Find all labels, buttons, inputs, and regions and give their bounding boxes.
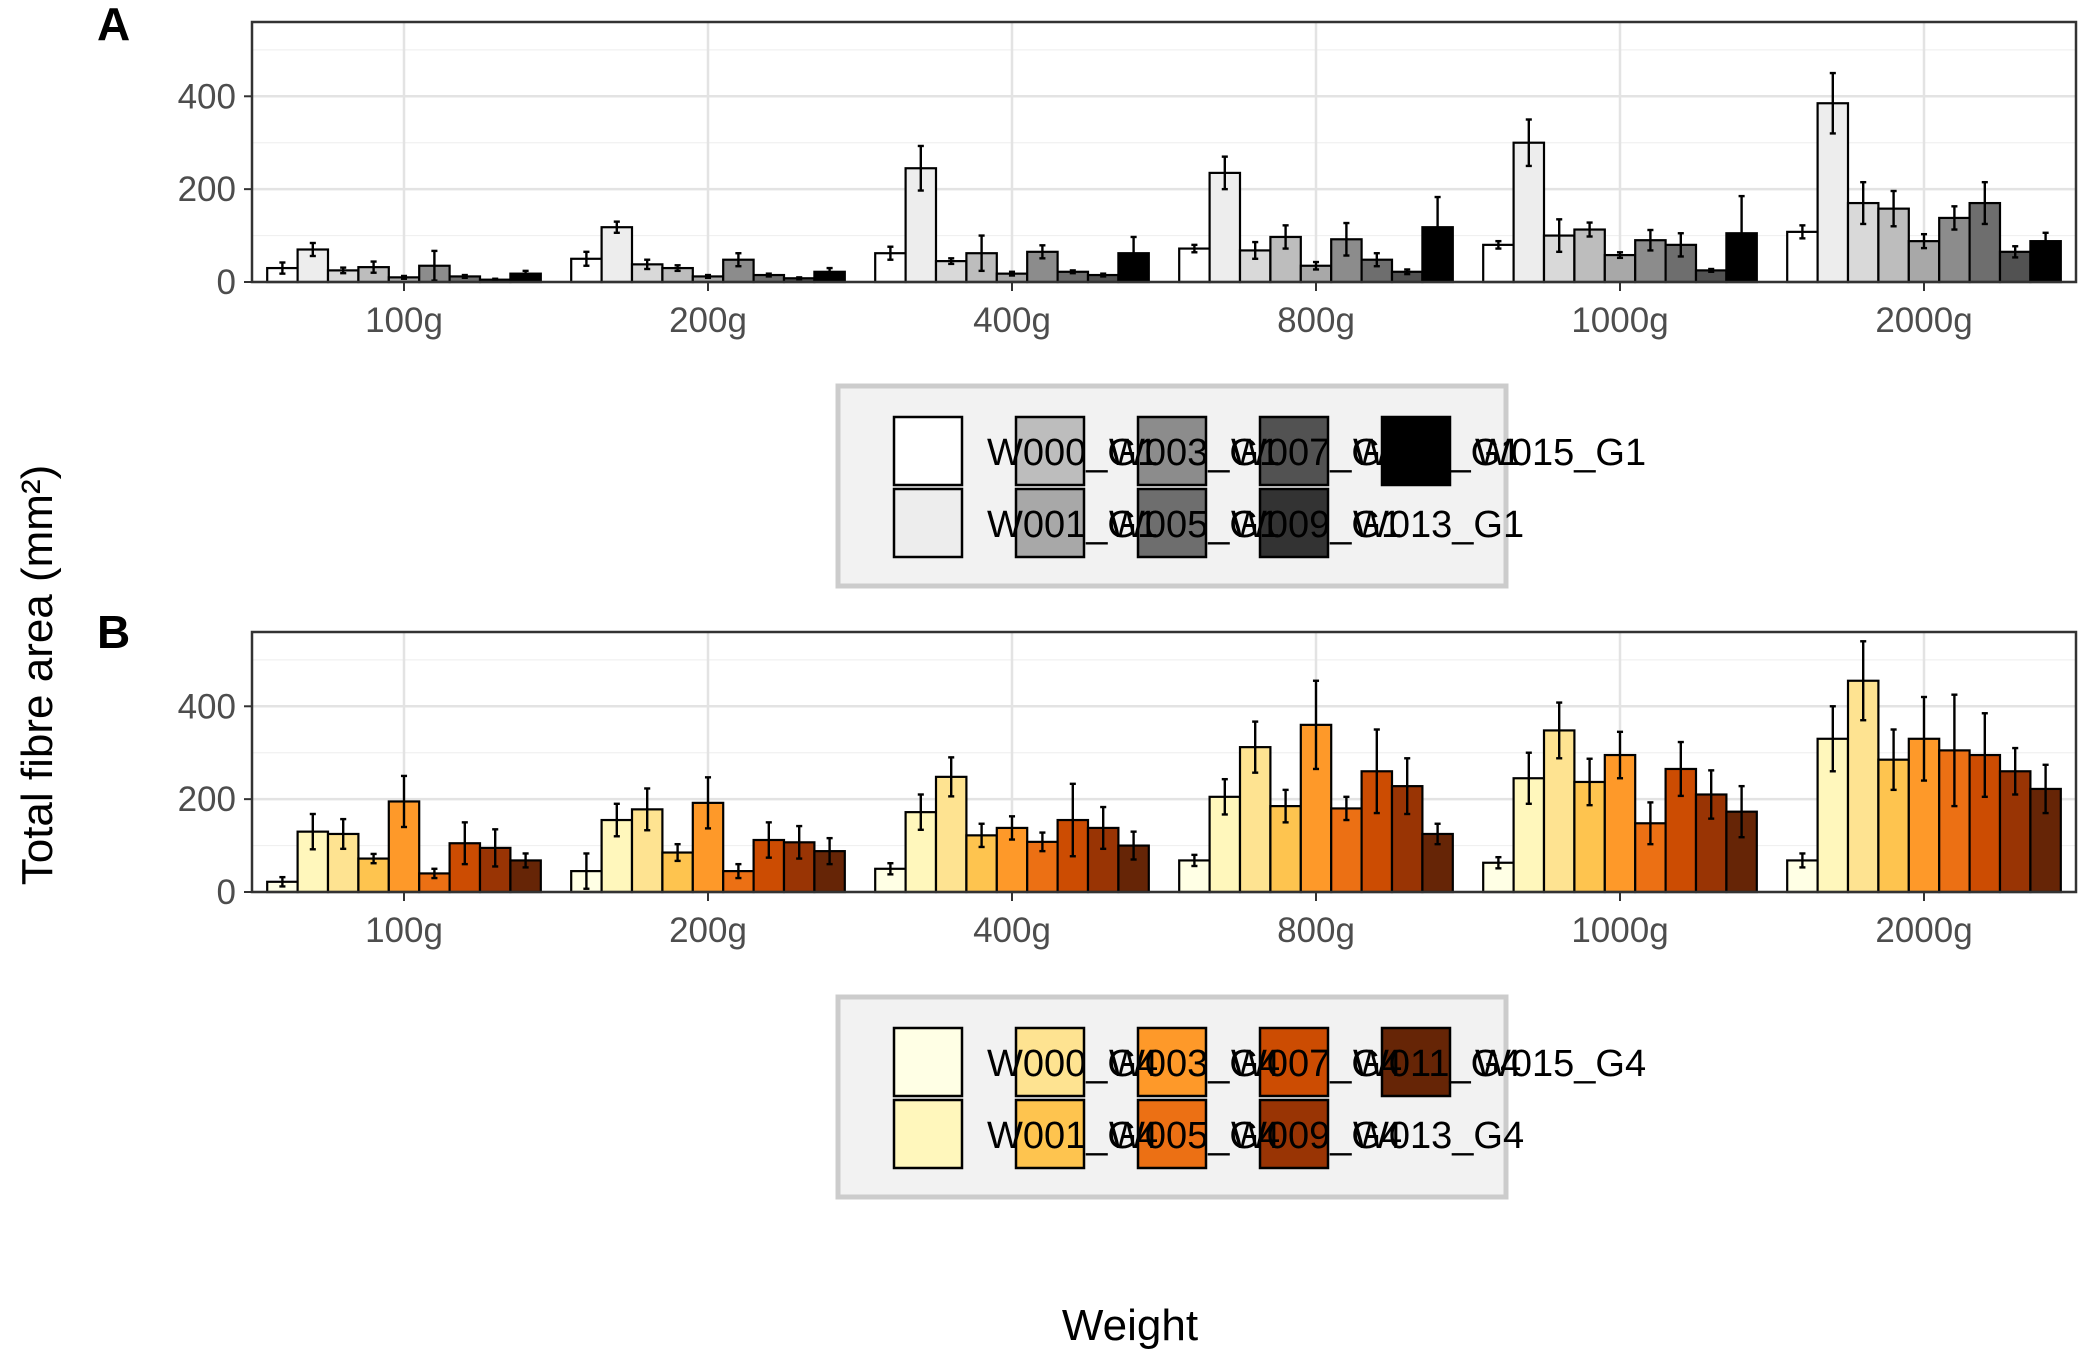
legend-label: W005_G1 bbox=[1109, 504, 1280, 546]
legend-label: W007_G1 bbox=[1231, 432, 1402, 474]
x-tick-label: 800g bbox=[1277, 301, 1355, 340]
legend-swatch bbox=[1014, 1098, 1086, 1170]
x-tick-label: 1000g bbox=[1571, 301, 1668, 340]
x-tick-label: 2000g bbox=[1875, 301, 1972, 340]
legend-swatch bbox=[1258, 415, 1330, 487]
x-tick-label: 400g bbox=[973, 911, 1051, 950]
legend-label: W005_G4 bbox=[1109, 1115, 1280, 1157]
legend-swatch bbox=[892, 487, 964, 559]
legend-label: W011_G4 bbox=[1353, 1043, 1521, 1085]
legend-b: W000_G4 W001_G4 W003_G4W007_G4W011_G4W015_… bbox=[835, 994, 1646, 1200]
bar bbox=[1603, 253, 1637, 284]
bar bbox=[296, 248, 330, 284]
legend-swatch bbox=[1014, 415, 1086, 487]
panel-border bbox=[250, 630, 2078, 894]
y-tick-label: 400 bbox=[178, 77, 236, 116]
plot-background bbox=[252, 22, 2076, 282]
legend-label: W003_G4 bbox=[1109, 1043, 1280, 1085]
legend-label: W007_G4 bbox=[1231, 1043, 1402, 1085]
legend-label: W001_G1 bbox=[987, 504, 1158, 546]
x-tick-label: 400g bbox=[973, 301, 1051, 340]
legend-swatch bbox=[1380, 415, 1452, 487]
legend-swatch bbox=[1014, 1026, 1086, 1098]
legend-label: W015_G4 bbox=[1475, 1043, 1646, 1085]
panel-label-b: B bbox=[97, 606, 130, 658]
bar bbox=[1786, 230, 1819, 284]
panel-label-a: A bbox=[97, 0, 130, 50]
x-tick-label: 1000g bbox=[1571, 911, 1668, 950]
bar bbox=[1178, 247, 1211, 284]
x-tick-label: 200g bbox=[669, 301, 747, 340]
legend-label: W013_G4 bbox=[1353, 1115, 1524, 1157]
legend-label: W001_G4 bbox=[987, 1115, 1158, 1157]
legend-swatch bbox=[1258, 1026, 1330, 1098]
chart-panel-a: 0 200 400 100g 200g 400g 800g 1000g 2000g bbox=[178, 20, 2078, 340]
panel-border bbox=[250, 20, 2078, 284]
legend-swatch bbox=[1136, 415, 1208, 487]
y-axis-title: Total fibre area (mm²) bbox=[13, 465, 62, 886]
legend-a: W000_G1 W001_G1 W003_G1W007_G1W011_G1W015_… bbox=[835, 383, 1646, 589]
bar bbox=[1482, 243, 1515, 284]
legend-label: W000_G1 bbox=[987, 432, 1158, 474]
y-tick-label: 200 bbox=[178, 170, 236, 209]
legend-label: W011_G1 bbox=[1353, 432, 1521, 474]
legend-swatch bbox=[1014, 487, 1086, 559]
bar bbox=[1573, 228, 1606, 284]
legend-swatch bbox=[1258, 487, 1330, 559]
bar bbox=[600, 226, 634, 284]
plot-background bbox=[252, 632, 2076, 892]
legend-label: W009_G4 bbox=[1231, 1115, 1402, 1157]
x-tick-label: 100g bbox=[365, 911, 443, 950]
legend-swatch bbox=[892, 415, 964, 487]
x-axis-title: Weight bbox=[1062, 1301, 1198, 1350]
chart-panel-b: 0 200 400 100g 200g 400g 800g 1000g 2000g bbox=[178, 630, 2078, 950]
x-tick-label: 2000g bbox=[1875, 911, 1972, 950]
y-tick-label: 0 bbox=[217, 263, 236, 302]
legend-swatch bbox=[1380, 1026, 1452, 1098]
legend-label: W013_G1 bbox=[1353, 504, 1524, 546]
legend-swatch bbox=[1136, 1026, 1208, 1098]
legend-label: W009_G1 bbox=[1231, 504, 1402, 546]
legend-label: W000_G4 bbox=[987, 1043, 1158, 1085]
plots-layer: 0 200 400 100g 200g 400g 800g 1000g 2000g 0 200 400… bbox=[178, 20, 2078, 950]
legend-swatch bbox=[892, 1026, 964, 1098]
y-tick-label: 200 bbox=[178, 780, 236, 819]
x-tick-label: 800g bbox=[1277, 911, 1355, 950]
legends-layer: W000_G1W001_G1W003_G1W007_G1W011_G1W015_… bbox=[835, 383, 1646, 1200]
x-tick-label: 100g bbox=[365, 301, 443, 340]
legend-swatch bbox=[1136, 1098, 1208, 1170]
legend-swatch bbox=[1136, 487, 1208, 559]
legend-label: W015_G1 bbox=[1475, 432, 1646, 474]
y-tick-label: 400 bbox=[178, 687, 236, 726]
legend-swatch bbox=[1258, 1098, 1330, 1170]
y-tick-label: 0 bbox=[217, 873, 236, 912]
x-tick-label: 200g bbox=[669, 911, 747, 950]
legend-swatch bbox=[892, 1098, 964, 1170]
legend-label: W003_G1 bbox=[1109, 432, 1280, 474]
